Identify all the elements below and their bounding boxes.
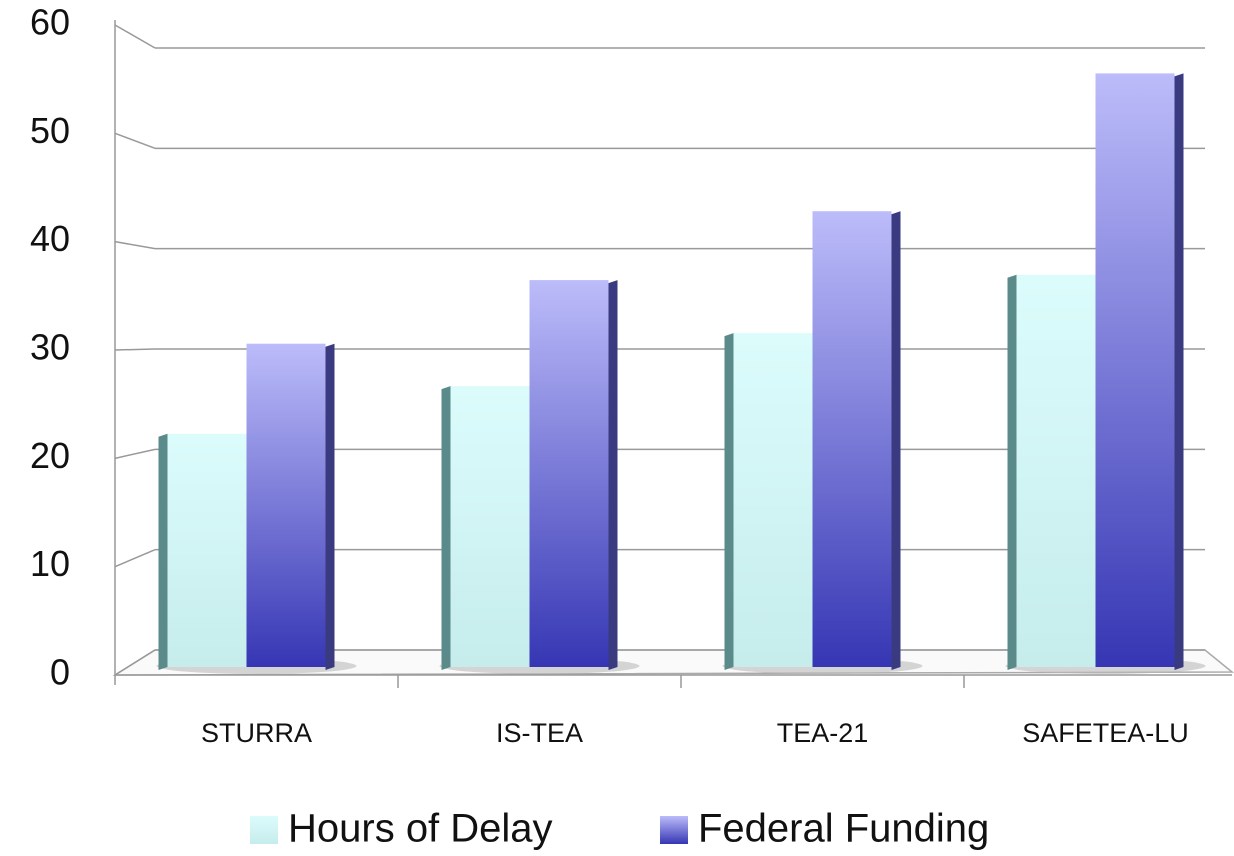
bar: [1095, 73, 1175, 667]
bar-side: [441, 386, 451, 670]
x-tick-label: TEA-21: [777, 718, 869, 748]
bar-side: [608, 280, 618, 670]
grid-connector: [114, 240, 156, 250]
y-tick-label: 10: [30, 543, 70, 584]
legend-label: Hours of Delay: [288, 807, 553, 851]
bar-side: [158, 433, 168, 670]
bar: [812, 211, 892, 667]
bar: [1016, 274, 1096, 667]
bar: [167, 433, 247, 667]
x-tick-label: SAFETEA-LU: [1022, 718, 1189, 748]
bar-side: [724, 333, 734, 670]
grid-connector: [114, 348, 156, 351]
bar: [733, 333, 813, 667]
grid-connector: [114, 649, 156, 676]
bar: [529, 280, 609, 667]
bar: [450, 386, 530, 667]
y-tick-label: 20: [30, 435, 70, 476]
legend-swatch: [660, 816, 688, 844]
grid-connector: [114, 548, 156, 568]
y-tick-label: 0: [50, 652, 70, 693]
legend-label: Federal Funding: [698, 807, 989, 851]
bar: [246, 343, 326, 667]
bar-side: [1174, 73, 1184, 670]
x-tick-label: STURRA: [201, 718, 312, 748]
y-tick-label: 40: [30, 218, 70, 259]
y-tick-label: 50: [30, 110, 70, 151]
bar-side: [891, 211, 901, 670]
x-tick-label: IS-TEA: [496, 718, 583, 748]
bar-side: [325, 343, 335, 670]
y-tick-label: 60: [30, 2, 70, 43]
bar-side: [1007, 274, 1017, 670]
grid-connector: [114, 24, 156, 49]
grid-connector: [114, 448, 156, 460]
legend-swatch: [250, 816, 278, 844]
grid-connector: [114, 132, 156, 150]
y-tick-label: 30: [30, 327, 70, 368]
